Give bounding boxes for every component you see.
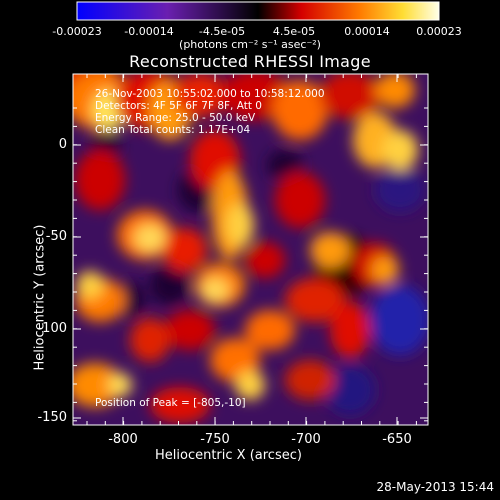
x-tick-label: -750 (200, 432, 230, 447)
chart-title: Reconstructed RHESSI Image (129, 52, 371, 71)
info-line: Detectors: 4F 5F 6F 7F 8F, Att 0 (95, 100, 262, 112)
timestamp: 28-May-2013 15:44 (376, 480, 494, 494)
colorbar (76, 1, 440, 21)
axis-ticks (73, 74, 428, 425)
colorbar-tick: 0.00023 (416, 25, 462, 38)
heatmap-bright-region (172, 74, 228, 117)
info-line: 26-Nov-2003 10:55:02.000 to 10:58:12.000 (95, 88, 325, 100)
x-tick-label: -700 (291, 432, 321, 447)
y-tick-label: -50 (45, 229, 67, 244)
heatmap-bright-region (245, 242, 285, 278)
heatmap-bright-region (285, 278, 345, 322)
heatmap-bright-region (134, 224, 166, 252)
heatmap-bright-region (382, 130, 418, 170)
heatmap-dark-region (375, 168, 425, 212)
heatmap-bright-region (275, 172, 325, 228)
y-axis-label: Heliocentric Y (arcsec) (32, 224, 48, 371)
heatmap-bright-region (150, 387, 210, 423)
info-line: Clean Total counts: 1.17E+04 (95, 124, 251, 136)
heatmap-bright-region (165, 310, 215, 350)
heatmap-bright-region (163, 228, 207, 272)
heatmap-bright-region (272, 80, 328, 140)
heatmap-bright-region (108, 373, 132, 397)
y-tick-label: -100 (37, 321, 67, 336)
heatmap-bright-region (330, 302, 370, 358)
heatmap-bright-region (130, 318, 170, 362)
heatmap-bright-region (245, 310, 295, 350)
colorbar-tick: -0.00023 (52, 25, 102, 38)
info-line: Energy Range: 25.0 - 50.0 keV (95, 112, 256, 124)
colorbar-unit: (photons cm⁻² s⁻¹ asec⁻²) (179, 38, 321, 51)
colorbar-tick: -4.5e-05 (198, 25, 246, 38)
y-tick-label: 0 (58, 137, 67, 152)
heatmap-bright-region (310, 232, 350, 268)
heatmap-dark-region (325, 365, 375, 415)
x-axis-label: Heliocentric X (arcsec) (155, 448, 302, 463)
heatmap-dark-region (150, 265, 190, 305)
colorbar-tick: 4.5e-05 (272, 25, 316, 38)
heatmap-bright-region (75, 150, 125, 210)
heatmap-bright-region (371, 256, 399, 284)
heatmap-blobs (73, 74, 428, 423)
colorbar-tick: -0.00014 (124, 25, 174, 38)
peak-position-label: Position of Peak = [-805,-10] (95, 397, 246, 409)
heatmap-dark-region (370, 285, 428, 355)
heatmap-bright-region (320, 74, 380, 119)
heatmap-bright-region (76, 271, 104, 299)
heatmap-bright-region (235, 370, 265, 400)
heatmap-bright-region (201, 278, 229, 302)
heatmap-bright-region (226, 203, 254, 247)
heatmap-bright-region (73, 363, 123, 407)
heatmap-dark-region (267, 150, 303, 180)
y-tick-label: -150 (37, 410, 67, 425)
x-tick-label: -800 (108, 432, 138, 447)
colorbar-tick: 0.00014 (344, 25, 390, 38)
heatmap-bright-region (375, 74, 415, 108)
heatmap-bright-region (285, 360, 335, 400)
x-tick-label: -650 (382, 432, 412, 447)
plot-frame (72, 73, 429, 426)
